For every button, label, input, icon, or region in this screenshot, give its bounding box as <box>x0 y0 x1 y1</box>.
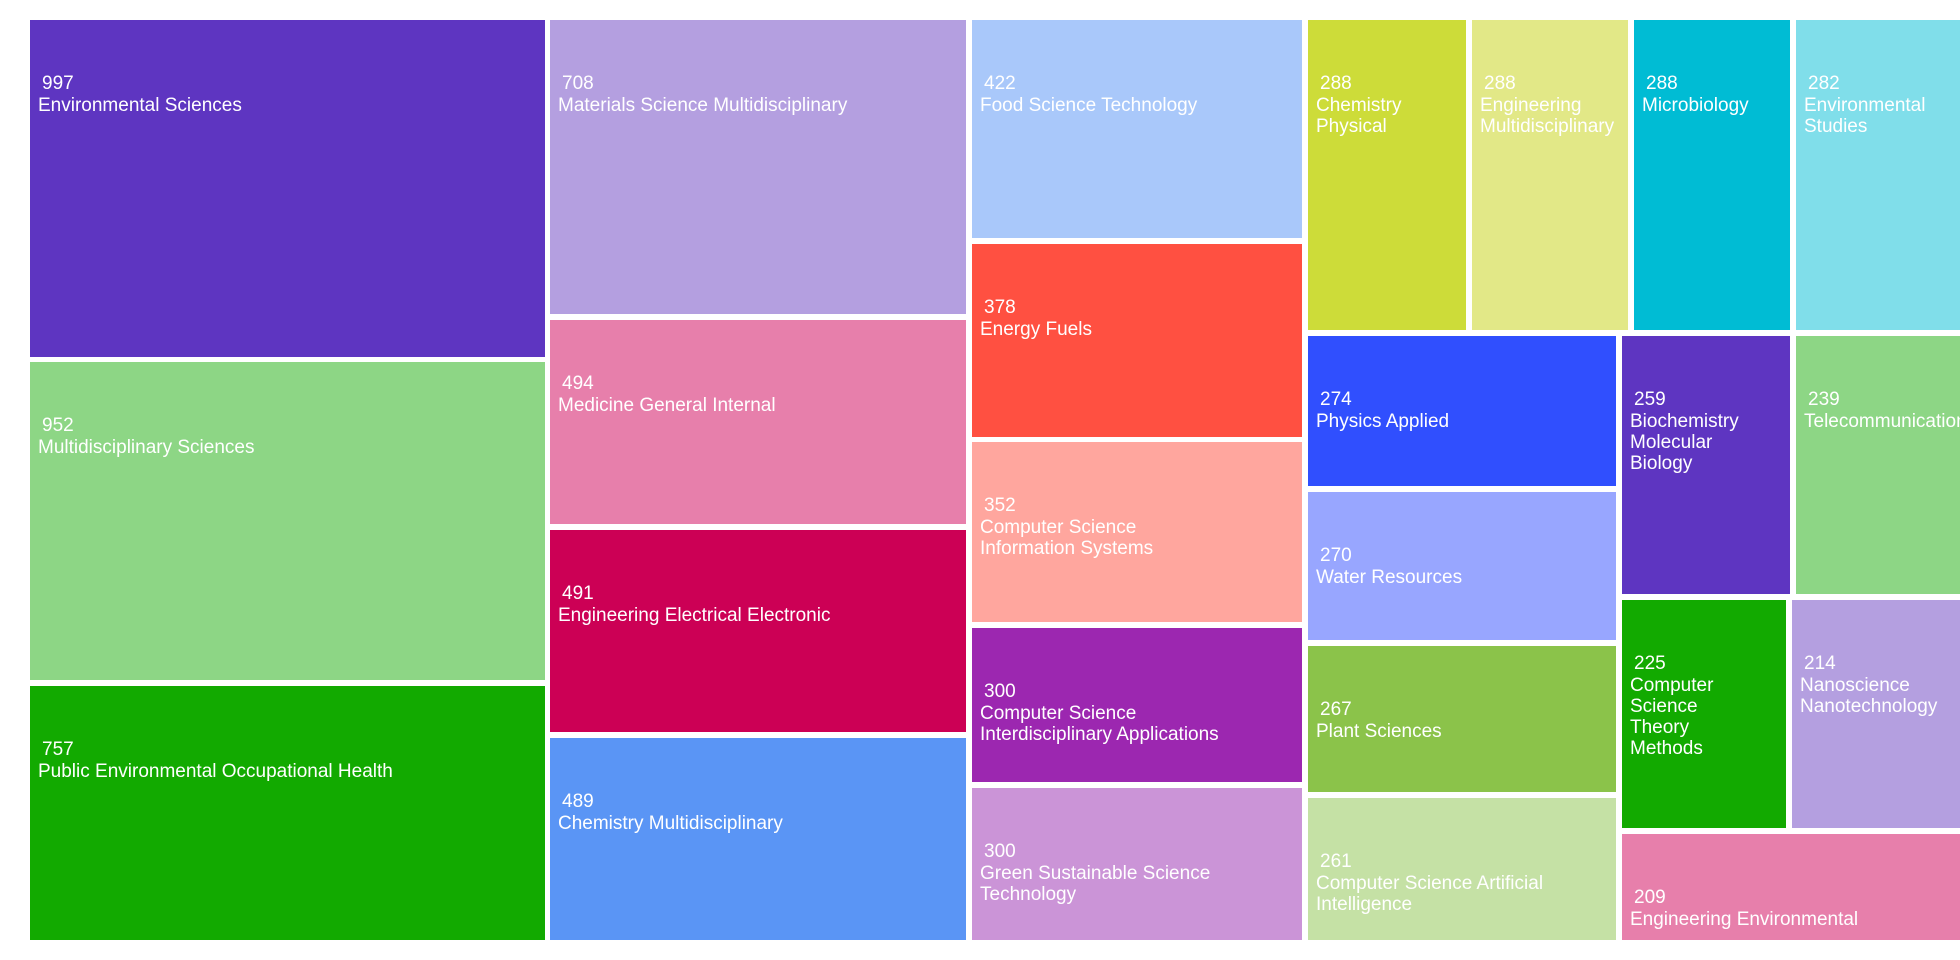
cell-value: 491 <box>562 583 594 604</box>
cell-value: 300 <box>984 681 1016 702</box>
cell-value: 239 <box>1808 389 1840 410</box>
cell-value: 489 <box>562 791 594 812</box>
treemap-cell[interactable]: 282 Environmental Studies <box>1796 20 1960 330</box>
treemap-cell[interactable]: 300 Green Sustainable Science Technology <box>972 788 1302 940</box>
cell-value: 267 <box>1320 699 1352 720</box>
cell-label: Materials Science Multidisciplinary <box>558 95 848 116</box>
cell-value: 352 <box>984 495 1016 516</box>
cell-value: 274 <box>1320 389 1352 410</box>
cell-value: 708 <box>562 73 594 94</box>
cell-label: Water Resources <box>1316 567 1463 588</box>
cell-value: 214 <box>1804 653 1836 674</box>
cell-value: 494 <box>562 373 594 394</box>
cell-label: Engineering Multidisciplinary <box>1480 95 1615 137</box>
treemap-cell[interactable]: 489 Chemistry Multidisciplinary <box>550 738 966 940</box>
treemap-cell[interactable]: 491 Engineering Electrical Electronic <box>550 530 966 732</box>
cell-value: 259 <box>1634 389 1666 410</box>
cell-value: 288 <box>1484 73 1516 94</box>
treemap-cell[interactable]: 708 Materials Science Multidisciplinary <box>550 20 966 314</box>
cell-label: Chemistry Multidisciplinary <box>558 813 783 834</box>
cell-label: Multidisciplinary Sciences <box>38 437 255 458</box>
cell-value: 997 <box>42 73 74 94</box>
treemap-cell[interactable]: 422 Food Science Technology <box>972 20 1302 238</box>
cell-label: Nanoscience Nanotechnology <box>1800 675 1938 717</box>
treemap-cell[interactable]: 259 Biochemistry Molecular Biology <box>1622 336 1790 594</box>
cell-label: Engineering Environmental <box>1630 909 1859 930</box>
cell-label: Computer Science Information Systems <box>980 517 1154 559</box>
cell-label: Food Science Technology <box>980 95 1198 116</box>
cell-label: Biochemistry Molecular Biology <box>1630 411 1739 474</box>
cell-value: 282 <box>1808 73 1840 94</box>
treemap-cell[interactable]: 214 Nanoscience Nanotechnology <box>1792 600 1960 828</box>
treemap-cell[interactable]: 288 Chemistry Physical <box>1308 20 1466 330</box>
treemap-cell[interactable]: 270 Water Resources <box>1308 492 1616 640</box>
cell-label: Physics Applied <box>1316 411 1450 432</box>
treemap-cell[interactable]: 288 Engineering Multidisciplinary <box>1472 20 1628 330</box>
cell-value: 225 <box>1634 653 1666 674</box>
cell-label: Energy Fuels <box>980 319 1092 340</box>
cell-value: 300 <box>984 841 1016 862</box>
treemap-cell[interactable]: 274 Physics Applied <box>1308 336 1616 486</box>
cell-label: Environmental Studies <box>1804 95 1926 137</box>
treemap-cell[interactable]: 239 Telecommunications <box>1796 336 1960 594</box>
cell-value: 378 <box>984 297 1016 318</box>
cell-label: Green Sustainable Science Technology <box>980 863 1211 905</box>
cell-label: Computer Science Theory Methods <box>1630 675 1714 759</box>
treemap-cell[interactable]: 225 Computer Science Theory Methods <box>1622 600 1786 828</box>
cell-value: 209 <box>1634 887 1666 908</box>
cell-value: 288 <box>1320 73 1352 94</box>
cell-value: 261 <box>1320 851 1352 872</box>
cell-label: Plant Sciences <box>1316 721 1442 742</box>
cell-label: Chemistry Physical <box>1316 95 1402 137</box>
cell-value: 952 <box>42 415 74 436</box>
treemap-cell[interactable]: 267 Plant Sciences <box>1308 646 1616 792</box>
treemap-cell[interactable]: 288 Microbiology <box>1634 20 1790 330</box>
treemap-cell[interactable]: 997 Environmental Sciences <box>30 20 545 357</box>
treemap-cell[interactable]: 352 Computer Science Information Systems <box>972 442 1302 622</box>
treemap-cell[interactable]: 952 Multidisciplinary Sciences <box>30 362 545 680</box>
cell-label: Computer Science Interdisciplinary Appli… <box>980 703 1219 745</box>
cell-label: Engineering Electrical Electronic <box>558 605 831 626</box>
treemap-cell[interactable]: 378 Energy Fuels <box>972 244 1302 437</box>
treemap-cell[interactable]: 757 Public Environmental Occupational Hea… <box>30 686 545 940</box>
cell-label: Computer Science Artificial Intelligence <box>1316 873 1544 915</box>
cell-value: 422 <box>984 73 1016 94</box>
cell-label: Environmental Sciences <box>38 95 242 116</box>
cell-label: Microbiology <box>1642 95 1749 116</box>
treemap-cell[interactable]: 494 Medicine General Internal <box>550 320 966 524</box>
cell-value: 288 <box>1646 73 1678 94</box>
cell-value: 757 <box>42 739 74 760</box>
cell-label: Medicine General Internal <box>558 395 776 416</box>
cell-label: Telecommunications <box>1804 411 1960 432</box>
cell-value: 270 <box>1320 545 1352 566</box>
treemap-cell[interactable]: 209 Engineering Environmental <box>1622 834 1960 940</box>
treemap-cell[interactable]: 300 Computer Science Interdisciplinary Ap… <box>972 628 1302 782</box>
treemap-cell[interactable]: 261 Computer Science Artificial Intellige… <box>1308 798 1616 940</box>
cell-label: Public Environmental Occupational Health <box>38 761 393 782</box>
